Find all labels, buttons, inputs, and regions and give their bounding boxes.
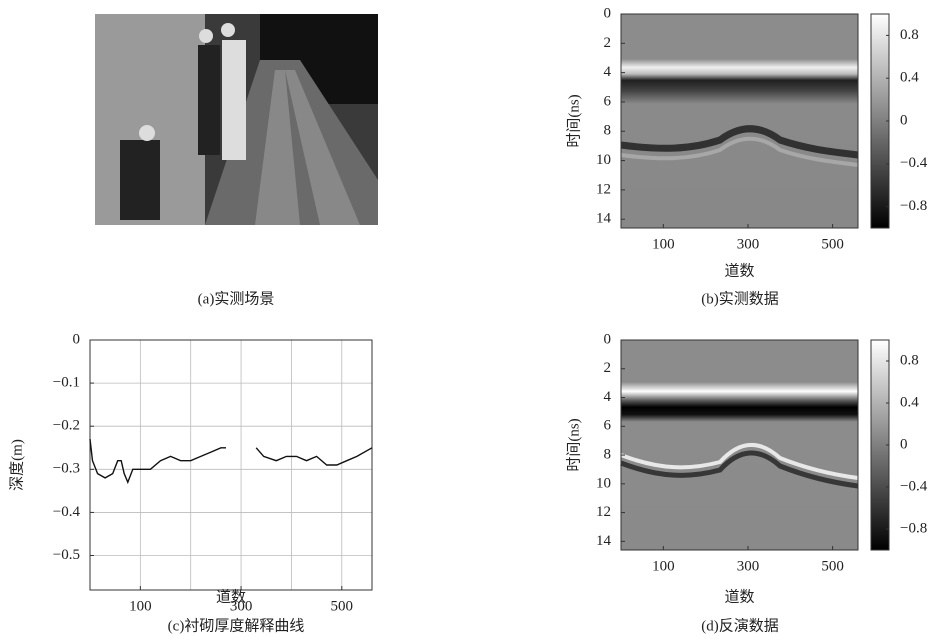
y-tick-label: 2: [604, 360, 612, 376]
gpr-image: [620, 14, 859, 550]
colorbar-tick-label: −0.8: [900, 198, 927, 214]
y-tick-label: 4: [604, 389, 612, 405]
y-axis-label: 时间(ns): [565, 94, 582, 147]
x-tick-label: 100: [652, 558, 675, 574]
y-tick-label: 6: [604, 93, 612, 109]
y-tick-label: 8: [604, 447, 612, 463]
y-axis-label: 深度(m): [8, 439, 25, 491]
x-tick-label: 100: [652, 236, 675, 252]
x-tick-label: 300: [230, 598, 253, 614]
x-tick-label: 500: [821, 236, 844, 252]
x-tick-label: 500: [821, 558, 844, 574]
y-tick-label: 0: [604, 5, 612, 21]
y-tick-label: 0: [73, 331, 81, 347]
plot-frame: [620, 13, 859, 229]
colorbar-tick-label: 0.8: [900, 352, 919, 368]
y-tick-label: 10: [596, 475, 611, 491]
caption: (b)实测数据: [701, 290, 779, 307]
colorbar-tick-label: 0: [900, 436, 908, 452]
plot-area: [90, 340, 372, 590]
plot-frame: [89, 339, 373, 591]
y-tick-label: 14: [596, 211, 612, 227]
y-tick-label: 2: [604, 35, 612, 51]
y-tick-label: 12: [596, 181, 611, 197]
y-tick-label: 0: [604, 331, 612, 347]
x-axis-label: 道数: [724, 588, 754, 605]
colorbar-tick-label: −0.4: [900, 155, 928, 171]
caption: (d)反演数据: [701, 617, 779, 634]
colorbar-tick-label: −0.8: [900, 520, 927, 536]
x-tick-label: 300: [737, 558, 760, 574]
y-tick-label: 8: [604, 123, 612, 139]
caption: (c)衬砌厚度解释曲线: [168, 617, 305, 634]
colorbar-tick-label: 0.4: [900, 394, 919, 410]
colorbar-tick-label: −0.4: [900, 478, 928, 494]
x-tick-label: 500: [331, 598, 354, 614]
y-tick-label: 10: [596, 152, 611, 168]
x-axis-label: 道数: [724, 262, 754, 279]
colorbar-tick-label: 0.8: [900, 27, 919, 43]
plot-frame: [620, 339, 859, 551]
line-series: [89, 439, 373, 485]
x-axis-label: 道数: [216, 588, 246, 605]
y-tick-label: −0.3: [53, 461, 80, 477]
colorbar-tick-label: 0: [900, 112, 908, 128]
x-tick-label: 300: [737, 236, 760, 252]
caption: (a)实测场景: [198, 290, 275, 307]
y-tick-label: −0.2: [53, 418, 80, 434]
x-tick-label: 100: [129, 598, 152, 614]
y-axis-label: 时间(ns): [565, 418, 582, 471]
y-tick-label: −0.1: [53, 375, 80, 391]
y-tick-label: 4: [604, 64, 612, 80]
y-tick-label: −0.5: [53, 547, 80, 563]
colorbar-tick-label: 0.4: [900, 70, 919, 86]
y-tick-label: −0.4: [53, 504, 81, 520]
y-tick-label: 14: [596, 533, 612, 549]
y-tick-label: 6: [604, 418, 612, 434]
y-tick-label: 12: [596, 504, 611, 520]
photo: [95, 14, 378, 225]
